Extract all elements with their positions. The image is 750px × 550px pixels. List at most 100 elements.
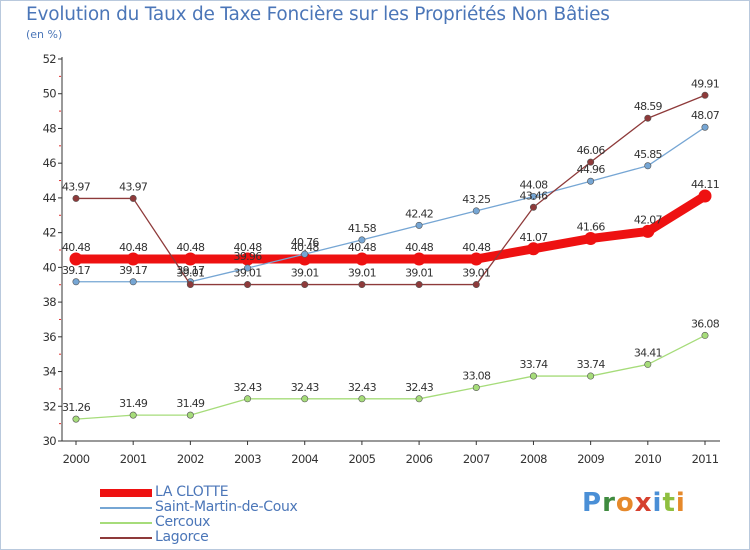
y-tick-label: 40	[43, 260, 57, 274]
data-point	[186, 281, 194, 289]
data-point	[301, 250, 309, 258]
chart-axes: 30 32 34 36 38 40 42 44 46 48 50 52 2000 2001 2002 2003…	[43, 52, 720, 466]
x-tick-label: 2009	[577, 452, 604, 466]
data-point	[644, 114, 652, 122]
data-label: 44.96	[577, 163, 606, 176]
data-point	[244, 281, 252, 289]
series-line	[75, 94, 706, 286]
data-label: 33.74	[577, 358, 606, 371]
data-label: 39.17	[62, 264, 91, 277]
data-point	[355, 252, 369, 266]
data-point	[358, 395, 366, 403]
data-label: 49.91	[691, 77, 719, 90]
data-point	[241, 252, 255, 266]
data-point	[183, 252, 197, 266]
data-point	[72, 278, 80, 286]
data-label: 39.01	[234, 267, 262, 280]
logo-letter: x	[634, 488, 653, 518]
data-label: 31.49	[119, 397, 148, 410]
data-label: 44.08	[519, 179, 548, 192]
data-label: 45.85	[634, 148, 663, 161]
series-lagorce	[72, 91, 709, 289]
data-label: 40.48	[348, 241, 377, 254]
data-labels-layer: 40.48 40.48 40.48 40.48 40.48 40.48 40.48 40.48…	[62, 77, 720, 414]
data-label: 33.08	[462, 370, 491, 383]
data-point	[415, 395, 423, 403]
data-point	[469, 252, 483, 266]
data-point	[358, 281, 366, 289]
data-label: 32.43	[405, 381, 434, 394]
data-label: 41.58	[348, 222, 377, 235]
proxiti-logo: Proxiti	[582, 488, 686, 518]
x-tick-label: 2001	[120, 452, 147, 466]
data-label: 48.07	[691, 109, 720, 122]
logo-letter: o	[615, 488, 635, 518]
data-point	[529, 203, 537, 211]
legend-swatch	[100, 489, 152, 497]
x-tick-label: 2004	[291, 452, 318, 466]
series-saint-martin-de-coux	[72, 123, 709, 286]
labels-cercoux: 31.26 31.49 31.49 32.43 32.43 32.43 32.43 33.08…	[62, 317, 720, 414]
data-label: 39.01	[462, 267, 490, 280]
legend-label: LA CLOTTE	[155, 484, 229, 500]
data-label: 40.48	[176, 241, 205, 254]
data-label: 40.48	[462, 241, 491, 254]
y-tick-label: 46	[43, 156, 57, 170]
data-label: 42.07	[634, 213, 663, 226]
data-point	[472, 384, 480, 392]
logo-letter: i	[675, 488, 686, 518]
data-point	[472, 207, 480, 215]
data-label: 32.43	[348, 381, 377, 394]
data-label: 39.01	[176, 267, 204, 280]
data-point	[358, 236, 366, 244]
data-point	[584, 232, 598, 246]
data-point	[701, 91, 709, 99]
data-point	[529, 372, 537, 380]
y-tick-label: 52	[43, 52, 57, 66]
data-label: 40.48	[405, 241, 434, 254]
data-point	[641, 224, 655, 238]
data-label: 36.08	[691, 317, 720, 330]
data-label: 40.48	[62, 241, 91, 254]
data-point	[301, 395, 309, 403]
data-point	[72, 194, 80, 202]
series-layer	[69, 91, 712, 423]
data-label: 40.76	[291, 236, 320, 249]
data-point	[298, 252, 312, 266]
y-tick-label: 32	[43, 399, 57, 413]
logo-letter: P	[582, 488, 603, 518]
data-label: 40.48	[119, 241, 148, 254]
data-label: 39.01	[291, 267, 319, 280]
data-label: 33.74	[519, 358, 548, 371]
data-point	[529, 193, 537, 201]
legend-swatch	[100, 537, 152, 539]
data-label: 42.42	[405, 207, 433, 220]
data-label: 43.97	[119, 180, 148, 193]
data-label: 31.49	[176, 397, 205, 410]
y-tick-label: 36	[43, 330, 57, 344]
x-tick-label: 2007	[463, 452, 490, 466]
y-tick-label: 44	[43, 191, 57, 205]
chart-unit-label: (en %)	[26, 28, 63, 41]
chart-title: Evolution du Taux de Taxe Foncière sur l…	[26, 4, 610, 25]
x-tick-label: 2003	[234, 452, 261, 466]
logo-letter: i	[652, 488, 663, 518]
series-cercoux	[72, 331, 709, 423]
y-tick-label: 34	[43, 365, 57, 379]
data-point	[644, 162, 652, 170]
data-point	[69, 252, 83, 266]
series-line	[71, 191, 710, 264]
data-label: 39.17	[176, 264, 205, 277]
data-point	[415, 221, 423, 229]
x-tick-label: 2002	[177, 452, 204, 466]
data-point	[244, 264, 252, 272]
data-point	[415, 281, 423, 289]
data-point	[126, 252, 140, 266]
data-label: 39.01	[405, 267, 433, 280]
legend-label: Cercoux	[155, 514, 211, 530]
y-tick-label: 38	[43, 295, 57, 309]
data-point	[301, 281, 309, 289]
data-point	[701, 123, 709, 131]
series-la-clotte	[69, 189, 712, 266]
